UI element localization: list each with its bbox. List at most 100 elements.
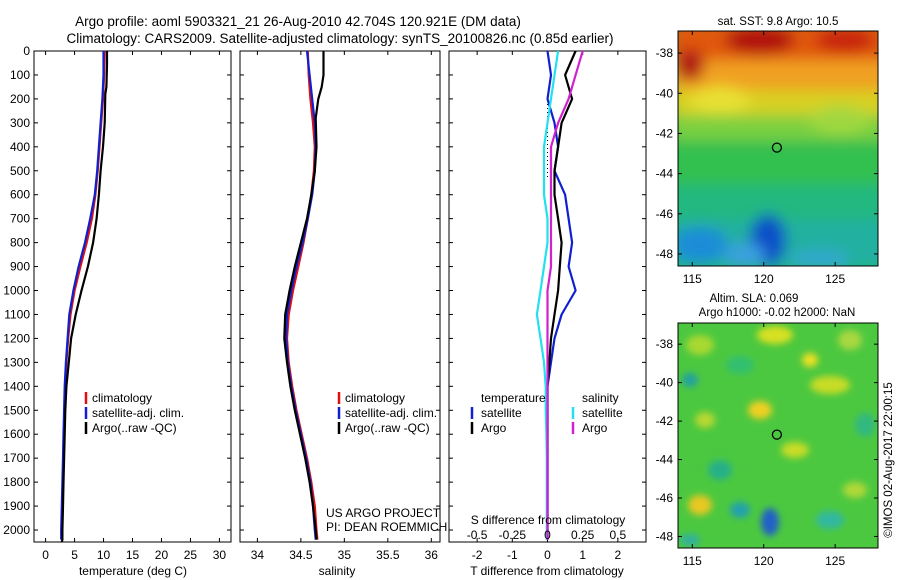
- y-tick-label: 300: [10, 116, 30, 130]
- sst-map-ticks: -38 -40 -42 -44 -46 -48 115 120 125: [656, 31, 878, 286]
- difference-series: [535, 50, 584, 540]
- sla-map-title-line1: Altim. SLA: 0.069: [710, 293, 799, 305]
- map-x-tick-label: 115: [683, 272, 702, 286]
- x-tick-label: 35.5: [376, 548, 400, 562]
- series-line: [546, 50, 584, 540]
- y-tick-label: 1200: [3, 331, 30, 345]
- argo-location-marker: [771, 429, 783, 440]
- x-tick-label: 20: [155, 548, 169, 562]
- y-tick-label: 1000: [3, 284, 30, 298]
- map-y-tick-label: -40: [656, 376, 674, 390]
- difference-ticks: -2 -1 0 1 2: [449, 50, 646, 562]
- salinity-series: [283, 50, 325, 540]
- y-tick-label: 1600: [3, 427, 30, 441]
- legend-label-t-argo: Argo: [481, 421, 507, 435]
- salinity-plot-frame: [239, 50, 441, 543]
- map-y-tick-label: -42: [656, 126, 674, 140]
- legend-label-satellite: satellite-adj. clim.: [92, 406, 184, 420]
- argo-location-marker: [771, 142, 783, 153]
- sst-map-frame: [677, 30, 879, 267]
- x-tick-label: 35: [338, 548, 352, 562]
- y-tick-label: 1900: [3, 499, 30, 513]
- map-y-tick-label: -46: [656, 491, 674, 505]
- top-tick-label: -0.5: [467, 528, 488, 542]
- y-tick-label: 100: [10, 68, 30, 82]
- y-tick-label: 1500: [3, 403, 30, 417]
- sst-map-panel: sat. SST: 9.8 Argo: 10.5: [656, 16, 879, 286]
- y-tick-label: 400: [10, 140, 30, 154]
- x-tick-label: 34: [251, 548, 265, 562]
- top-tick-label: 0.25: [571, 528, 595, 542]
- y-tick-label: 1700: [3, 451, 30, 465]
- x-tick-label: 25: [184, 548, 198, 562]
- legend-label-satellite: satellite-adj. clim.: [345, 406, 437, 420]
- pi-annotation: PI: DEAN ROEMMICH: [326, 520, 447, 534]
- x-tick-label: 1: [579, 548, 586, 562]
- map-y-tick-label: -42: [656, 414, 674, 428]
- salinity-x-label: salinity: [319, 564, 356, 578]
- legend-label-t-satellite: satellite: [481, 406, 522, 420]
- legend-title-temperature: temperature: [481, 391, 546, 405]
- map-x-tick-label: 120: [754, 272, 774, 286]
- legend-label-argo: Argo(..raw -QC): [92, 421, 177, 435]
- map-y-tick-label: -38: [656, 337, 674, 351]
- legend-label-s-argo: Argo: [582, 421, 608, 435]
- sla-map-panel: Altim. SLA: 0.069 Argo h1000: -0.02 h200…: [656, 293, 879, 568]
- top-tick-label: 0.5: [610, 528, 627, 542]
- legend-title-salinity: salinity: [582, 391, 619, 405]
- map-y-tick-label: -48: [656, 247, 674, 261]
- top-tick-label: 0: [544, 528, 551, 542]
- figure-title-line2: Climatology: CARS2009. Satellite-adjuste…: [66, 31, 613, 46]
- map-y-tick-label: -44: [656, 453, 674, 467]
- temperature-ticks: 0100200300400500600700800900100011001200…: [3, 44, 231, 562]
- salinity-difference-ticks: -0.5 -0.25 0 0.25 0.5: [467, 528, 627, 542]
- sla-map-title-line2: Argo h1000: -0.02 h2000: NaN: [699, 307, 856, 319]
- x-tick-label: 5: [71, 548, 78, 562]
- temperature-series: [60, 50, 109, 543]
- temperature-difference-label: T difference from climatology: [470, 564, 624, 578]
- difference-legend: temperature salinity satellite Argo sate…: [470, 391, 623, 435]
- sla-map-ticks: -38 -40 -42 -44 -46 -48 115 120 125: [656, 323, 878, 568]
- top-tick-label: -0.25: [499, 528, 527, 542]
- x-tick-label: 0: [544, 548, 551, 562]
- x-tick-label: 15: [126, 548, 140, 562]
- y-tick-label: 700: [10, 212, 30, 226]
- series-line: [60, 51, 109, 543]
- temperature-legend: climatology satellite-adj. clim. Argo(..…: [84, 391, 184, 435]
- salinity-legend: climatology satellite-adj. clim. Argo(..…: [337, 391, 437, 435]
- map-x-tick-label: 125: [825, 272, 845, 286]
- series-line: [283, 51, 325, 540]
- copyright-side-label: ©IMOS 02-Aug-2017 22:00:15: [883, 382, 895, 538]
- x-tick-label: 30: [213, 548, 227, 562]
- sst-field: [678, 31, 878, 266]
- x-tick-label: 0: [42, 548, 49, 562]
- salinity-ticks: 34 34.5 35 35.5 36: [240, 50, 440, 562]
- temperature-plot-frame: [33, 50, 232, 543]
- x-tick-label: 36: [425, 548, 439, 562]
- map-y-tick-label: -46: [656, 207, 674, 221]
- map-y-tick-label: -44: [656, 167, 674, 181]
- temperature-x-label: temperature (deg C): [79, 564, 187, 578]
- salinity-difference-label: S difference from climatology: [471, 513, 626, 527]
- x-tick-label: 34.5: [289, 548, 313, 562]
- y-tick-label: 1400: [3, 379, 30, 393]
- y-tick-label: 800: [10, 236, 30, 250]
- difference-panel: -2 -1 0 1 2 temperature salinity satellite A…: [448, 50, 647, 578]
- y-tick-label: 1100: [4, 307, 30, 321]
- y-tick-label: 0: [23, 44, 30, 58]
- sst-map-title: sat. SST: 9.8 Argo: 10.5: [718, 16, 839, 28]
- figure-title-line1: Argo profile: aoml 5903321_21 26-Aug-201…: [75, 14, 521, 29]
- legend-label-argo: Argo(..raw -QC): [345, 421, 430, 435]
- map-y-tick-label: -38: [656, 46, 674, 60]
- map-y-tick-label: -40: [656, 86, 674, 100]
- legend-label-s-satellite: satellite: [582, 406, 623, 420]
- map-x-tick-label: 120: [754, 554, 774, 568]
- salinity-panel: 34 34.5 35 35.5 36 climatology satellite-adj…: [239, 50, 447, 578]
- y-tick-label: 1300: [3, 355, 30, 369]
- legend-label-climatology: climatology: [92, 391, 152, 405]
- x-tick-label: 2: [615, 548, 622, 562]
- x-tick-label: 10: [97, 548, 111, 562]
- y-tick-label: 1800: [3, 475, 30, 489]
- map-y-tick-label: -48: [656, 529, 674, 543]
